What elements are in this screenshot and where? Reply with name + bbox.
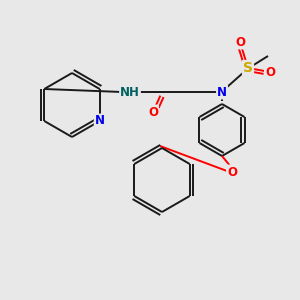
- Text: O: O: [227, 166, 237, 178]
- Text: O: O: [265, 65, 275, 79]
- Text: O: O: [148, 106, 158, 118]
- Text: NH: NH: [120, 85, 140, 98]
- Text: N: N: [217, 85, 227, 98]
- Text: S: S: [243, 61, 253, 75]
- Text: O: O: [235, 35, 245, 49]
- Text: N: N: [95, 115, 105, 128]
